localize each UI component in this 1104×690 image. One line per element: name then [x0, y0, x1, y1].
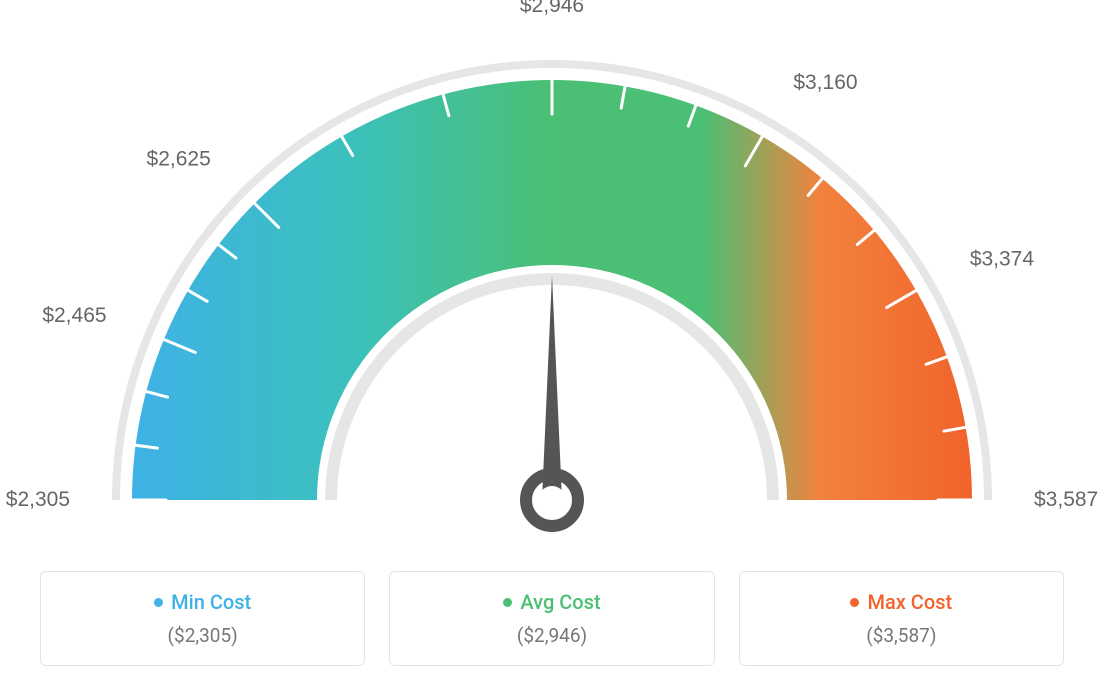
legend-value: ($3,587)	[752, 624, 1051, 647]
legend-title-min: Min Cost	[154, 590, 251, 614]
dot-icon	[850, 598, 859, 607]
legend-title-avg: Avg Cost	[503, 590, 600, 614]
legend-label: Max Cost	[867, 590, 952, 614]
legend-value: ($2,946)	[402, 624, 701, 647]
legend-row: Min Cost ($2,305) Avg Cost ($2,946) Max …	[40, 571, 1064, 666]
svg-text:$3,374: $3,374	[970, 248, 1035, 271]
legend-card-min: Min Cost ($2,305)	[40, 571, 365, 666]
dot-icon	[154, 598, 163, 607]
svg-text:$3,587: $3,587	[1034, 488, 1098, 511]
gauge-chart: $2,305 $2,465 $2,625 $2,946 $3,160 $3,374 $3,5…	[0, 0, 1104, 560]
legend-value: ($2,305)	[53, 624, 352, 647]
legend-card-avg: Avg Cost ($2,946)	[389, 571, 714, 666]
legend-label: Avg Cost	[520, 590, 600, 614]
legend-title-max: Max Cost	[850, 590, 952, 614]
svg-text:$3,160: $3,160	[793, 71, 857, 94]
dot-icon	[503, 598, 512, 607]
svg-text:$2,465: $2,465	[42, 304, 106, 327]
legend-label: Min Cost	[171, 590, 251, 614]
svg-text:$2,946: $2,946	[520, 0, 584, 17]
legend-card-max: Max Cost ($3,587)	[739, 571, 1064, 666]
svg-text:$2,305: $2,305	[6, 488, 70, 511]
svg-text:$2,625: $2,625	[147, 148, 211, 171]
